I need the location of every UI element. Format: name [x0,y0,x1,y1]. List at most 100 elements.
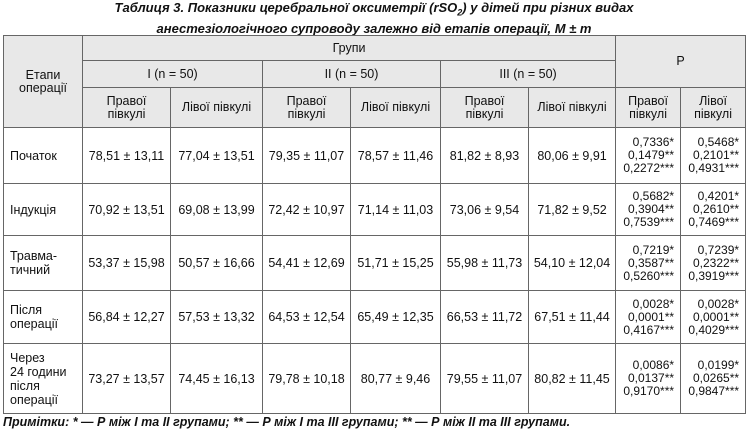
stage-line: операції [10,392,58,407]
p-value: 0,4931*** [688,161,740,175]
value-cell: 78,57 ± 11,46 [350,127,441,184]
p-value: 0,3919*** [688,268,740,283]
stage-line: Початок [10,148,57,163]
value-cell: 74,45 ± 16,13 [170,343,263,414]
value-cell: 79,78 ± 10,18 [262,343,351,414]
p-value: 0,2272*** [623,161,675,175]
stage-cell: Через 24 години після операції [3,343,83,414]
value-cell: 54,41 ± 12,69 [262,235,351,291]
p-cell: 0,5468* 0,2101** 0,4931*** [680,127,747,184]
p-value: 0,0001** [628,309,675,324]
p-header: P [615,35,747,88]
stage-line: Після [10,303,43,317]
p-value: 0,2101** [693,148,740,162]
p-cell: 0,7336* 0,1479** 0,2272*** [615,127,682,184]
value-cell: 64,53 ± 12,54 [262,290,351,344]
p-value: 0,5468* [697,135,740,149]
data-row: Індукція 70,92 ± 13,51 69,08 ± 13,99 72,42 … [3,183,747,236]
value-cell: 71,82 ± 9,52 [527,183,617,236]
subheader: Правої півкулі [262,87,351,128]
p-value: 0,4167*** [623,322,675,337]
p-value: 0,3904** [628,202,675,216]
p-value: 0,0086* [632,358,675,372]
stage-cell: Індукція [3,183,83,236]
value-cell: 55,98 ± 11,73 [440,235,529,291]
table-body: Початок 78,51 ± 13,11 77,04 ± 13,51 79,35 ±… [3,127,747,414]
stage-line: Травма- [10,249,58,263]
group-header: I (n = 50) [82,60,263,88]
data-row: Травма-тичний 53,37 ± 15,98 50,57 ± 16,66 5… [3,235,747,291]
value-cell: 53,37 ± 15,98 [82,235,171,291]
title-subscript: 2 [457,7,463,18]
p-cell: 0,0028* 0,0001** 0,4029*** [680,290,747,344]
p-value: 0,4029*** [688,322,740,337]
group-header: III (n = 50) [439,60,617,88]
p-cell: 0,0028* 0,0001** 0,4167*** [615,290,682,344]
data-row: Початок 78,51 ± 13,11 77,04 ± 13,51 79,35 ±… [3,127,747,184]
p-value: 0,9847*** [688,384,740,398]
p-value: 0,7469*** [688,215,740,229]
value-cell: 54,10 ± 12,04 [527,235,617,291]
header-row: I (n = 50) II (n = 50) III (n = 50) [4,60,746,88]
stage-cell: Початок [3,127,83,184]
value-cell: 56,84 ± 12,27 [82,290,171,344]
table-head: Етапи операції Групи P I (n = 50) II (n = 50… [3,35,747,128]
p-value: 0,7539*** [623,215,675,229]
value-cell: 79,55 ± 11,07 [440,343,529,414]
value-cell: 66,53 ± 11,72 [440,290,529,344]
p-cell: 0,7239* 0,2322** 0,3919*** [680,235,747,291]
value-cell: 51,71 ± 15,25 [350,235,441,291]
group-header: II (n = 50) [262,60,441,88]
value-cell: 80,77 ± 9,46 [350,343,441,414]
p-value: 0,0028* [632,296,675,311]
note-text: * — Р між І та ІІ групами; ** — Р між І … [69,415,571,429]
subheader: Правої півкулі [82,87,171,128]
value-cell: 80,06 ± 9,91 [527,127,617,184]
subheader: Лівої півкулі [527,87,617,128]
value-cell: 81,82 ± 8,93 [440,127,529,184]
stage-cell: Після операції [3,290,83,344]
p-cell: 0,4201* 0,2610** 0,7469*** [680,183,747,236]
data-table: Етапи операції Групи P I (n = 50) II (n = 50… [3,35,747,414]
value-cell: 70,92 ± 13,51 [82,183,171,236]
value-cell: 73,27 ± 13,57 [82,343,171,414]
subheader: Правої півкулі [615,87,682,128]
note: Примітки: * — Р між І та ІІ групами; ** … [3,415,570,429]
p-value: 0,2610** [693,202,740,216]
value-cell: 72,42 ± 10,97 [262,183,351,236]
value-cell: 73,06 ± 9,54 [440,183,529,236]
stage-line: Індукція [10,202,57,217]
p-value: 0,4201* [697,189,740,203]
value-cell: 69,08 ± 13,99 [170,183,263,236]
title-text: ) у дітей при різних видах [462,0,634,15]
value-cell: 79,35 ± 11,07 [262,127,351,184]
value-cell: 65,49 ± 12,35 [350,290,441,344]
groups-header: Групи [81,35,617,61]
data-row: Через 24 години після операції 73,27 ± 13,57… [3,343,747,414]
p-value: 0,0001** [693,309,740,324]
stage-line: 24 години [10,364,67,379]
p-value: 0,7239* [697,242,740,257]
note-label: Примітки: [3,415,70,429]
p-cell: 0,0086* 0,0137** 0,9170*** [615,343,682,414]
data-row: Після операції 56,84 ± 12,27 57,53 ± 13,32 6… [3,290,747,344]
p-cell: 0,7219* 0,3587** 0,5260*** [615,235,682,291]
p-cell: 0,0199* 0,0265** 0,9847*** [680,343,747,414]
p-value: 0,0199* [697,358,740,372]
stage-line: після [10,378,40,393]
subheader: Правої півкулі [440,87,529,128]
p-value: 0,3587** [628,255,675,270]
subheader: Лівої півкулі [680,87,747,128]
value-cell: 57,53 ± 13,32 [170,290,263,344]
p-value: 0,0265** [693,371,740,385]
value-cell: 80,82 ± 11,45 [527,343,617,414]
p-value: 0,7336* [632,135,675,149]
p-value: 0,2322** [693,255,740,270]
value-cell: 77,04 ± 13,51 [170,127,263,184]
subheader: Лівої півкулі [170,87,263,128]
p-value: 0,5260*** [623,268,675,283]
value-cell: 67,51 ± 11,44 [527,290,617,344]
p-value: 0,0028* [697,296,740,311]
value-cell: 78,51 ± 13,11 [82,127,171,184]
